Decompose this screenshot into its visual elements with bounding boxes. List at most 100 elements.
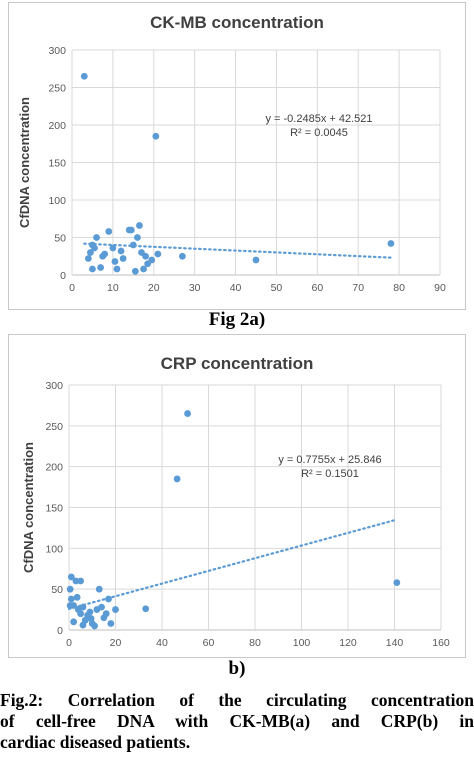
subfigure-label-a: Fig 2a): [208, 309, 266, 330]
ckmb-data-point: [136, 222, 143, 229]
crp-data-point: [184, 410, 191, 417]
ckmb-data-point: [127, 226, 135, 234]
ckmb-data-point: [387, 240, 395, 247]
crp-data-point: [72, 577, 80, 585]
ckmb-data-point: [97, 264, 105, 271]
ckmb-data-point: [105, 228, 113, 235]
crp-x-tick-label: 40: [156, 637, 168, 649]
ckmb-x-tick-label: 0: [69, 282, 75, 294]
ckmb-data-point: [99, 252, 107, 260]
ckmb-x-tick-label: 60: [311, 282, 323, 294]
ckmb-data-point: [91, 244, 98, 252]
ckmb-x-tick-label: 30: [189, 282, 201, 294]
ckmb-data-point: [148, 256, 156, 264]
ckmb-y-tick-label: 300: [48, 45, 66, 57]
crp-x-tick-label: 140: [386, 637, 404, 649]
ckmb-y-tick-label: 100: [48, 195, 66, 207]
caption-line-3: cardiac diseased patients.: [0, 732, 191, 752]
crp-y-tick-label: 50: [51, 584, 63, 596]
ckmb-data-point: [84, 255, 92, 262]
figure-caption: Fig.2: Correlation of the circulating co…: [0, 690, 474, 753]
ckmb-x-tick-label: 80: [393, 282, 405, 294]
ckmb-data-point: [93, 234, 100, 241]
crp-data-point: [79, 603, 87, 611]
crp-data-point: [70, 602, 78, 609]
crp-y-tick-label: 0: [57, 625, 63, 637]
ckmb-data-point: [119, 255, 127, 262]
caption-line-2: of cell-free DNA with CK-MB(a) and CRP(b…: [0, 711, 474, 731]
crp-data-point: [393, 579, 401, 587]
crp-y-axis-label: CfDNA concentration: [21, 442, 36, 573]
crp-x-tick-label: 160: [432, 637, 450, 649]
crp-scatter-chart: CRP concentration 0 50 100 150 200 250 300 0 20 40…: [21, 354, 450, 649]
ckmb-x-tick-label: 90: [434, 282, 446, 294]
crp-data-point: [67, 595, 75, 603]
crp-data-point: [79, 621, 87, 629]
crp-chart-title: CRP concentration: [161, 354, 314, 373]
crp-data-point: [86, 608, 94, 616]
crp-y-tick-label: 300: [45, 380, 63, 392]
crp-data-point: [100, 614, 108, 622]
crp-trendline: [67, 518, 398, 610]
crp-trend-equation: y = 0.7755x + 25.846: [278, 454, 381, 466]
ckmb-y-tick-label: 200: [48, 120, 66, 132]
crp-data-point: [73, 593, 81, 601]
ckmb-data-point: [179, 252, 186, 260]
ckmb-scatter-chart: CK-MB concentration 0 50 100 150 200 250 300 0 10…: [17, 13, 446, 294]
ckmb-x-tick-label: 10: [107, 282, 119, 294]
ckmb-y-tick-label: 0: [60, 270, 66, 282]
ckmb-data-point: [152, 132, 160, 140]
ckmb-data-point: [89, 265, 96, 273]
crp-y-tick-label: 100: [45, 543, 63, 555]
crp-x-tick-label: 80: [249, 637, 261, 649]
ckmb-r-squared: R² = 0.0045: [290, 127, 348, 139]
subfigure-label-b: b): [228, 658, 246, 679]
ckmb-data-point: [140, 265, 147, 273]
ckmb-y-tick-label: 50: [54, 233, 66, 245]
ckmb-data-point: [87, 249, 94, 256]
crp-r-squared: R² = 0.1501: [301, 468, 359, 480]
ckmb-x-tick-label: 40: [230, 282, 242, 294]
ckmb-y-tick-label: 250: [48, 83, 66, 95]
ckmb-data-point: [131, 267, 139, 275]
caption-line-1: Fig.2: Correlation of the circulating co…: [0, 690, 474, 710]
crp-data-point: [98, 603, 105, 611]
crp-x-tick-label: 120: [339, 637, 357, 649]
ckmb-trend-equation: y = -0.2485x + 42.521: [265, 113, 372, 125]
crp-x-tick-label: 100: [293, 637, 311, 649]
crp-data-point: [66, 585, 74, 593]
ckmb-data-point: [113, 265, 121, 273]
crp-data-point: [77, 577, 85, 585]
crp-y-tick-label: 150: [45, 503, 63, 515]
ckmb-data-point: [111, 258, 119, 265]
ckmb-data-point: [117, 247, 125, 255]
ckmb-data-point: [142, 252, 150, 260]
crp-x-tick-label: 20: [110, 637, 122, 649]
crp-data-point: [112, 606, 119, 613]
ckmb-x-tick-label: 20: [148, 282, 160, 294]
ckmb-data-point: [80, 72, 88, 80]
ckmb-x-tick-label: 70: [352, 282, 364, 294]
crp-x-tick-label: 60: [203, 637, 215, 649]
ckmb-data-point: [252, 256, 260, 264]
crp-data-point: [173, 475, 181, 483]
crp-data-point: [77, 610, 85, 618]
crp-data-point: [87, 615, 95, 622]
crp-data-point: [95, 585, 103, 593]
crp-data-point: [70, 618, 78, 626]
crp-data-point: [91, 622, 98, 630]
crp-x-tick-label: 0: [66, 637, 72, 649]
ckmb-data-point: [154, 250, 162, 258]
ckmb-data-point: [134, 234, 141, 241]
crp-data-point: [107, 620, 115, 627]
crp-y-tick-label: 200: [45, 462, 63, 474]
crp-y-tick-label: 250: [45, 421, 63, 433]
ckmb-chart-title: CK-MB concentration: [150, 13, 324, 32]
ckmb-y-axis-label: CfDNA concentration: [17, 97, 32, 228]
crp-data-point: [67, 573, 75, 581]
chart-panel-ckmb: CK-MB concentration 0 50 100 150 200 250 300 0 10…: [8, 2, 466, 310]
crp-data-point: [142, 605, 150, 613]
chart-panel-crp: CRP concentration 0 50 100 150 200 250 300 0 20 40…: [8, 334, 466, 658]
ckmb-data-point: [129, 241, 137, 249]
ckmb-data-point: [109, 244, 117, 252]
